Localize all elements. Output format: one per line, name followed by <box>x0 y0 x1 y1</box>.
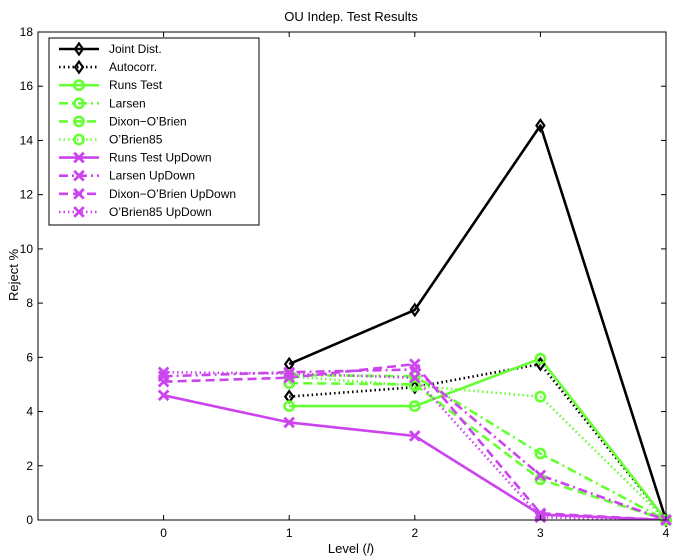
y-tick-label: 0 <box>26 513 33 527</box>
y-tick-label: 10 <box>20 242 34 256</box>
data-point <box>283 367 295 380</box>
legend: Joint Dist. Autocorr. Runs Test Larsen Dixon… <box>48 37 260 226</box>
x-tick-label: 1 <box>286 526 293 540</box>
legend-item: Runs Test UpDown <box>59 151 212 165</box>
x-axis-title: Level (l) <box>328 541 374 556</box>
series-line <box>288 124 666 520</box>
data-point <box>534 352 547 365</box>
legend-item: Autocorr. <box>59 59 157 75</box>
legend-label: Joint Dist. <box>109 42 162 56</box>
data-point <box>534 469 547 482</box>
data-point <box>534 507 547 520</box>
data-point <box>409 371 421 384</box>
y-axis-title: Reject % <box>6 249 21 301</box>
data-point <box>534 390 547 403</box>
legend-label: Larsen <box>109 96 146 110</box>
data-point <box>409 379 421 395</box>
series-line <box>289 357 666 520</box>
legend-item: O’Brien85 <box>59 133 163 147</box>
series-line <box>289 373 666 520</box>
data-point <box>408 379 421 392</box>
legend-item: Larsen UpDown <box>59 169 195 183</box>
series-9-markers <box>157 358 672 526</box>
y-axis-title-group: Reject % <box>6 249 21 301</box>
legend-label: O’Brien85 <box>109 133 163 147</box>
legend-label: Dixon−O’Brien UpDown <box>109 187 236 201</box>
y-tick-label: 8 <box>26 296 33 310</box>
legend-marker <box>73 188 85 200</box>
legend-label: Runs Test <box>109 78 163 92</box>
legend-label: O’Brien85 UpDown <box>109 205 212 219</box>
x-tick-label: 4 <box>663 526 670 540</box>
axes-box <box>37 31 667 521</box>
y-tick-label: 4 <box>26 405 33 419</box>
y-tick-label: 2 <box>26 459 33 473</box>
series-line <box>289 362 666 520</box>
legend-marker <box>73 169 85 182</box>
x-axis-title-main: Level ( <box>328 541 368 556</box>
series-lines <box>163 124 666 520</box>
y-tick-label: 18 <box>20 25 34 39</box>
y-tick-label: 14 <box>20 133 34 147</box>
legend-marker <box>73 206 85 218</box>
series-5 <box>289 381 666 520</box>
legend-item: Runs Test <box>59 78 163 92</box>
plot-area <box>157 118 672 528</box>
y-tick-label: 16 <box>20 79 34 93</box>
data-point <box>157 366 170 379</box>
series-line <box>289 381 666 520</box>
y-tick-label: 12 <box>20 188 34 202</box>
legend-label: Autocorr. <box>109 60 157 74</box>
series-2 <box>289 362 666 520</box>
x-axis-title-close: ) <box>370 541 374 556</box>
legend-item: Joint Dist. <box>59 41 162 57</box>
data-point <box>283 371 295 384</box>
legend-label: Larsen UpDown <box>109 169 195 183</box>
legend-box <box>48 37 260 226</box>
legend-marker <box>73 115 85 128</box>
legend-marker <box>73 41 85 57</box>
data-point <box>408 400 421 413</box>
series-3 <box>289 357 666 520</box>
data-point <box>283 416 295 429</box>
data-point <box>534 447 547 460</box>
legend-marker <box>73 79 85 92</box>
legend-item: Dixon−O’Brien <box>59 114 187 128</box>
y-tick-label: 6 <box>26 350 33 364</box>
legend-marker <box>73 59 85 75</box>
data-point <box>535 118 546 133</box>
series-4 <box>289 373 666 520</box>
chart-title: OU Indep. Test Results <box>284 9 418 24</box>
data-point <box>409 430 421 442</box>
x-axis-title-variable: l <box>367 541 371 556</box>
data-point <box>157 389 170 402</box>
legend-marker <box>73 133 85 146</box>
x-tick-label: 3 <box>537 526 544 540</box>
x-tick-label: 2 <box>411 526 418 540</box>
legend-item: O’Brien85 UpDown <box>59 205 212 219</box>
legend-label: Dixon−O’Brien <box>109 114 187 128</box>
legend-marker <box>73 151 85 164</box>
data-point <box>409 358 421 370</box>
legend-item: Larsen <box>59 96 146 110</box>
legend-item: Dixon−O’Brien UpDown <box>59 187 236 201</box>
legend-marker <box>73 97 85 110</box>
data-point <box>157 375 170 388</box>
series-1 <box>288 124 666 520</box>
legend-label: Runs Test UpDown <box>109 151 212 165</box>
data-point <box>283 400 296 413</box>
data-point <box>409 302 421 318</box>
x-tick-label: 0 <box>160 526 167 540</box>
